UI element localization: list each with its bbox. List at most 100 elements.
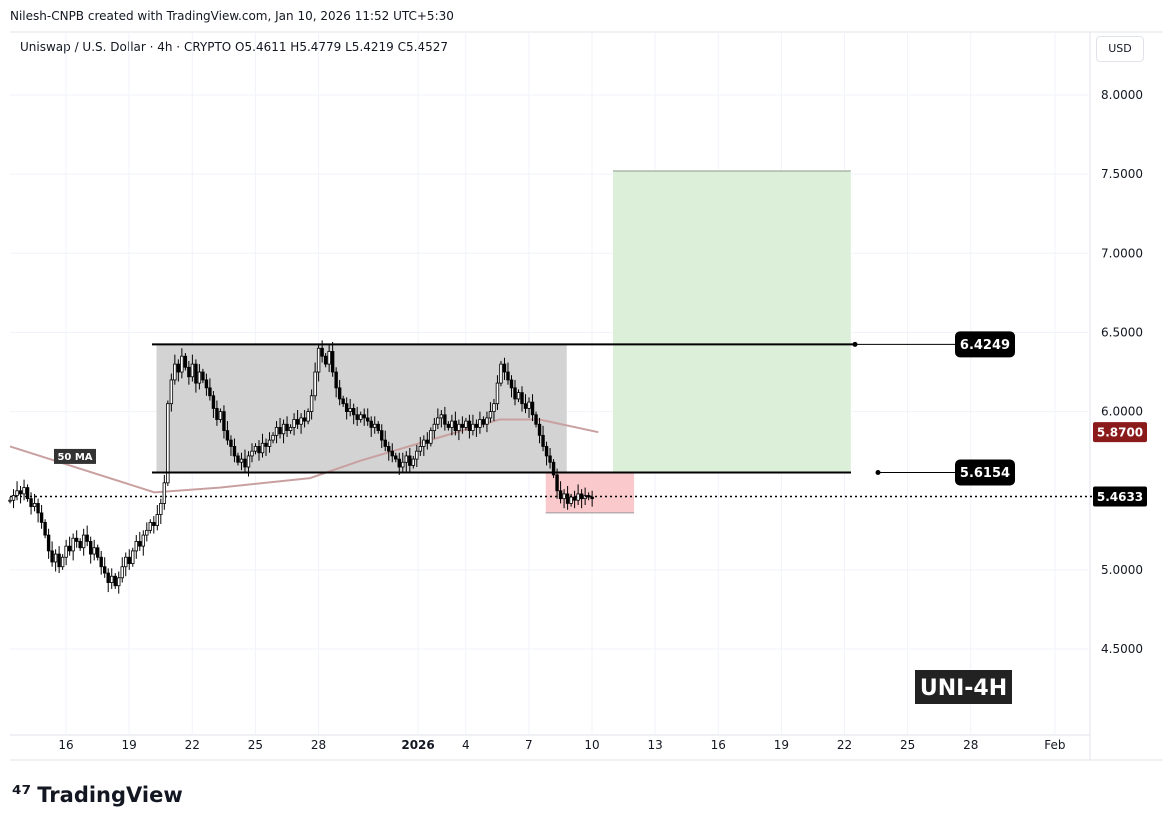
candle-body [229,439,233,447]
candle-body [85,534,89,542]
candle-body [50,550,54,563]
support-dot [875,469,881,475]
candle-body [117,577,121,587]
candle-body [106,572,110,583]
time-tick-label: 10 [584,738,599,752]
candle-body [341,398,345,405]
candle-body [394,455,398,460]
candle-body [383,439,387,447]
candle-body [74,537,79,542]
time-tick-label: 7 [525,738,533,752]
ma50-line [9,418,599,494]
candle-body [457,423,461,431]
candle-body [250,450,254,457]
price-tick-label: 4.5000 [1101,642,1143,656]
tradingview-logo[interactable]: ⁴⁷ TradingView [12,782,183,807]
price-tick-label: 8.0000 [1101,88,1143,102]
candle-body [99,556,103,568]
candle-body [530,401,535,416]
candle-body [330,351,335,373]
candle-body [551,461,556,476]
candle-body [145,529,149,536]
price-tick-label: 5.0000 [1101,563,1143,577]
time-tick-label: 25 [248,738,263,752]
candle-body [187,366,191,378]
ma-label-bg [54,448,96,464]
candle-body [124,556,128,568]
candle-body [67,545,72,552]
price-chart[interactable]: 8.0000 7.5000 7.0000 6.5000 6.0000 5.0000 4.50… [0,0,1163,770]
time-tick-label: 13 [647,738,662,752]
range-box [156,344,567,473]
candle-body [162,482,167,504]
candle-body [36,503,40,514]
currency-button[interactable]: USD [1096,36,1144,62]
candle-body [96,547,100,558]
candle-body [215,408,219,420]
candle-body [565,493,570,504]
candle-body [471,423,475,431]
candle-body [408,455,412,466]
candle-body [25,487,30,500]
time-tick-label: 16 [711,738,726,752]
last-price-badge-bg [1093,486,1147,507]
candle-body [120,566,124,579]
candle-body [288,427,293,431]
price-tick-label: 6.5000 [1101,325,1143,339]
candle-body [380,430,384,441]
candle-body [299,417,303,425]
resistance-dot [852,341,858,347]
candle-body [590,496,594,500]
candle-body [548,455,552,463]
candle-body [152,522,156,526]
candle-body [225,430,230,441]
candle-body [43,522,47,536]
candle-body [271,434,275,441]
candle-body [464,420,468,428]
candle-body [516,392,521,400]
candle-body [460,423,465,428]
candle-body [404,455,408,463]
candle-body [562,493,566,500]
candle-body [359,414,363,420]
candle-body [492,403,496,412]
time-tick-label: 2026 [401,738,434,752]
candle-body [348,408,352,412]
candle-body [313,371,317,397]
brand-name: TradingView [37,782,183,807]
price-tick-label: 6.0000 [1101,405,1143,419]
time-tick-label: 19 [121,738,136,752]
target-zone [613,170,851,473]
candle-body [292,419,296,428]
candle-body [376,423,380,431]
time-tick-label: 4 [462,738,470,752]
candle-body [113,575,117,587]
candle-body [155,514,160,526]
candle-body [18,490,23,495]
candle-body [278,427,282,435]
tv-logo-icon: ⁴⁷ [12,782,32,807]
candle-body [467,420,472,431]
candle-body [425,439,430,444]
candle-body [541,434,545,447]
candle-body [443,414,447,425]
candle-body [366,417,370,422]
candle-body [103,566,107,574]
candle-body [88,541,93,555]
candle-body [134,541,138,552]
candle-body [159,503,163,515]
candle-body [71,537,75,552]
price-tick-label: 7.0000 [1101,246,1143,260]
candle-body [499,363,503,384]
candle-body [513,387,517,400]
candle-body [239,458,244,463]
candle-body [397,458,401,468]
candle-body [390,450,394,457]
candle-body [246,455,251,468]
candle-body [488,411,493,419]
candle-body [295,419,300,425]
candle-body [78,541,82,549]
candle-body [576,493,580,501]
candle-body [176,363,181,373]
candle-body [127,556,131,564]
